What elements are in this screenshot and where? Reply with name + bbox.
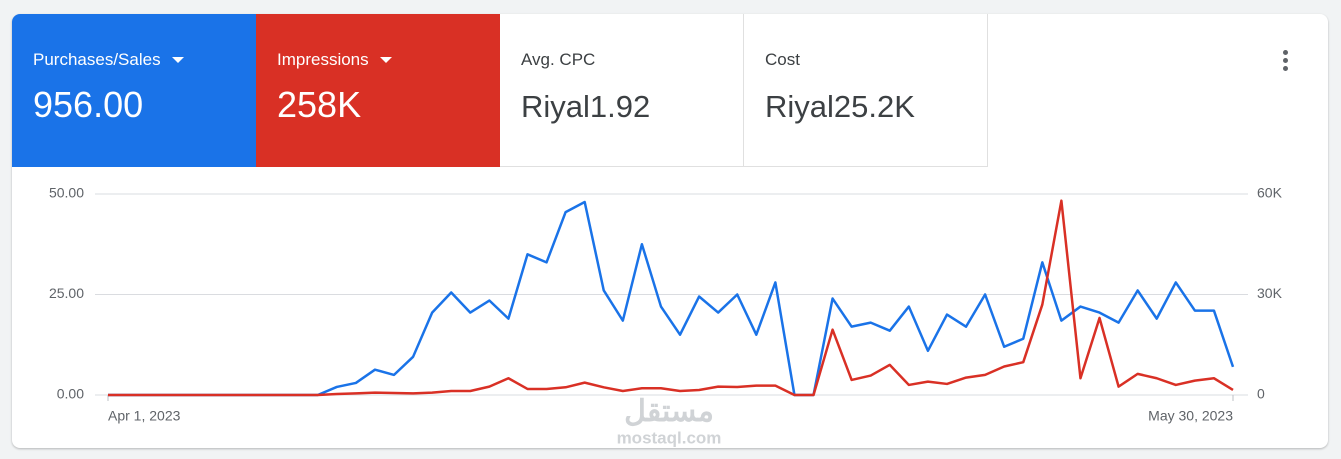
dropdown-caret[interactable] [171, 57, 184, 63]
watermark: mostaql.com [617, 428, 722, 447]
metric-value: Riyal1.92 [521, 89, 651, 124]
watermark: مستقل [624, 395, 714, 428]
x-tick-label: Apr 1, 2023 [108, 408, 181, 424]
metric-tile[interactable]: Cost Riyal25.2K [744, 14, 988, 167]
y2-tick-label: 60K [1257, 185, 1283, 201]
metric-value: 258K [277, 84, 362, 125]
metric-tile[interactable]: Purchases/Sales 956.00 [12, 14, 256, 167]
y-tick-label: 25.00 [49, 285, 84, 301]
dashboard-card: Purchases/Sales 956.00 Impressions 258K … [12, 14, 1328, 448]
dropdown-caret[interactable] [379, 57, 392, 63]
more-menu[interactable] [1283, 50, 1289, 74]
y-tick-label: 50.00 [49, 185, 84, 201]
metric-label: Purchases/Sales [33, 50, 161, 69]
metric-label: Cost [765, 50, 800, 69]
metric-tile[interactable]: Avg. CPC Riyal1.92 [500, 14, 744, 167]
metric-tile[interactable]: Impressions 258K [256, 14, 500, 167]
y2-tick-label: 0 [1257, 386, 1265, 402]
metric-label: Impressions [277, 50, 369, 69]
metric-value: 956.00 [33, 84, 144, 125]
metric-label: Avg. CPC [521, 50, 596, 69]
metric-value: Riyal25.2K [765, 89, 915, 124]
series-line [108, 199, 1234, 397]
y2-tick-label: 30K [1257, 285, 1283, 301]
y-tick-label: 0.00 [57, 386, 84, 402]
x-tick-label: May 30, 2023 [1148, 408, 1233, 424]
